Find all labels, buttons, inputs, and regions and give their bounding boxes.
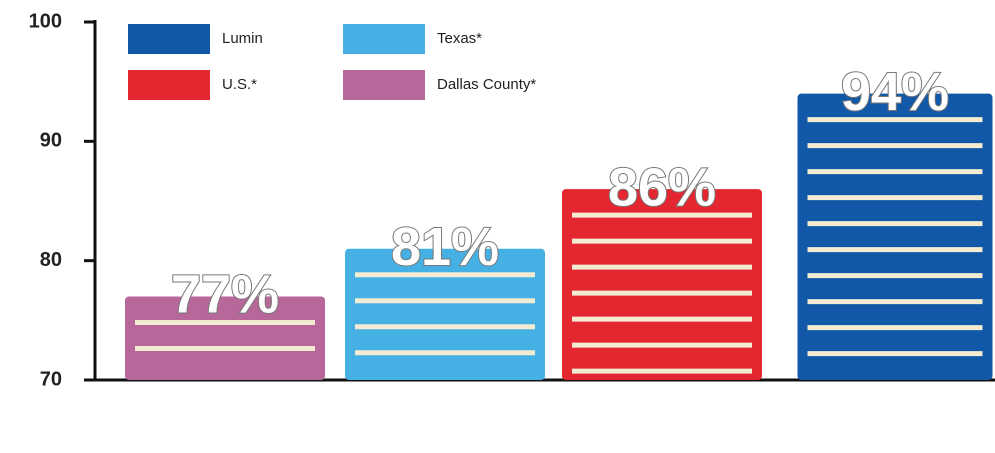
value-label: 86% <box>608 157 716 217</box>
legend-label: U.S.* <box>222 76 257 93</box>
y-tick-label: 100 <box>29 10 62 32</box>
bar <box>797 93 993 380</box>
bar <box>345 248 545 380</box>
legend-swatch <box>343 70 425 100</box>
y-tick-label: 80 <box>40 249 62 271</box>
legend-label: Lumin <box>222 30 263 47</box>
value-label: 77% <box>171 265 279 325</box>
legend-label: Texas* <box>437 30 482 47</box>
legend-swatch <box>128 70 210 100</box>
value-label: 81% <box>391 217 499 277</box>
bar <box>125 296 325 380</box>
bar <box>562 189 762 380</box>
legend-swatch <box>128 24 210 54</box>
legend-swatch <box>343 24 425 54</box>
legend-label: Dallas County* <box>437 76 536 93</box>
y-tick-label: 70 <box>40 368 62 390</box>
value-label: 94% <box>841 62 949 122</box>
y-tick-label: 90 <box>40 130 62 152</box>
